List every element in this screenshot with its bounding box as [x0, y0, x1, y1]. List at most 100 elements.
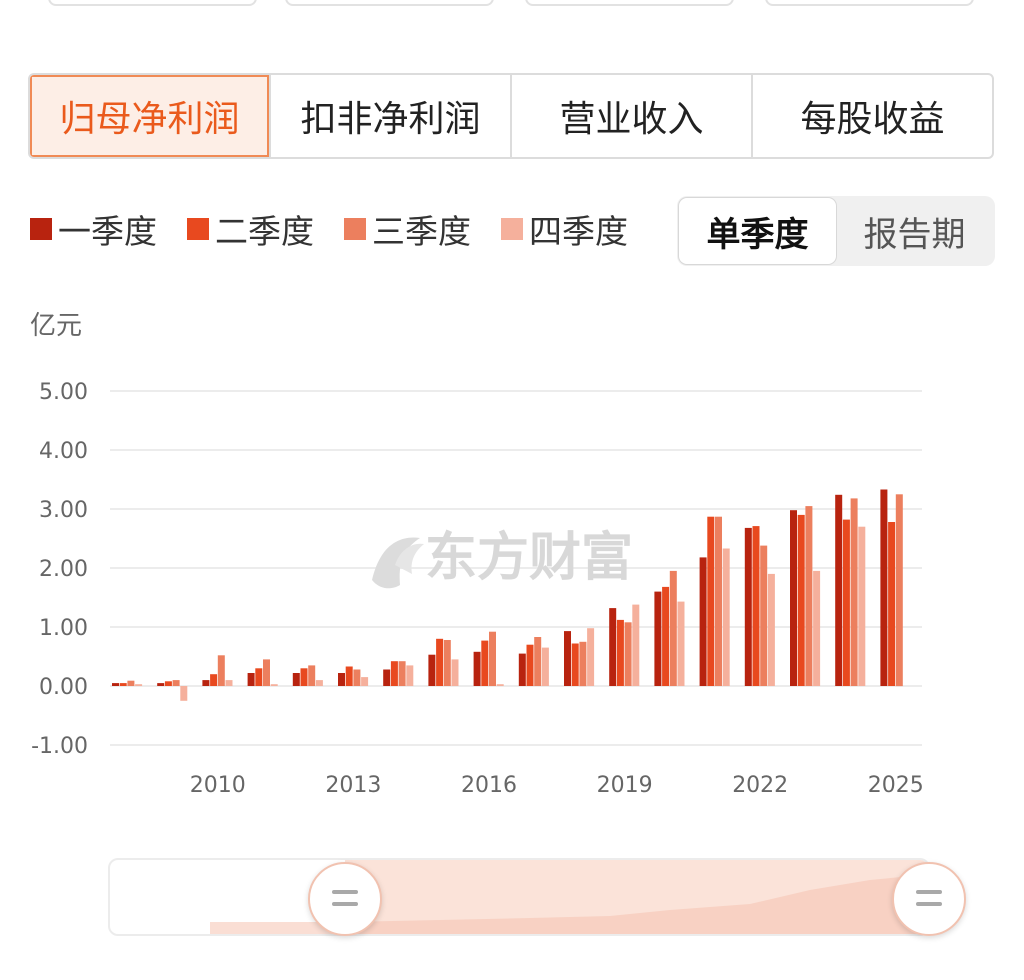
bar-q3[interactable]	[308, 665, 316, 686]
handle-grip-icon	[332, 890, 358, 894]
bar-q1[interactable]	[564, 631, 571, 686]
y-tick-label: 2.00	[39, 557, 88, 582]
bar-q1[interactable]	[790, 510, 797, 686]
bar-q4[interactable]	[406, 665, 414, 686]
legend-item-q3[interactable]: 三季度	[344, 205, 471, 253]
bar-q2[interactable]	[436, 638, 444, 686]
y-tick-label: 5.00	[39, 380, 88, 405]
x-tick-label: 2013	[325, 773, 381, 798]
range-slider[interactable]	[108, 858, 930, 936]
report-period-button[interactable]: 报告期	[863, 214, 966, 255]
bar-q2[interactable]	[888, 522, 896, 686]
bar-q2[interactable]	[707, 516, 715, 686]
bar-q4[interactable]	[225, 680, 233, 686]
bar-q4[interactable]	[315, 680, 323, 686]
bar-q1[interactable]	[157, 683, 165, 686]
bar-q3[interactable]	[443, 640, 451, 686]
y-tick-label: 4.00	[39, 439, 88, 464]
bar-q2[interactable]	[526, 644, 534, 686]
bar-q1[interactable]	[835, 494, 843, 686]
bar-q2[interactable]	[662, 586, 670, 686]
bar-q3[interactable]	[398, 661, 406, 686]
bar-q2[interactable]	[752, 526, 760, 686]
bar-q3[interactable]	[624, 622, 632, 686]
legend-item-q1[interactable]: 一季度	[30, 205, 157, 253]
bar-q2[interactable]	[571, 643, 579, 687]
legend-item-q4[interactable]: 四季度	[501, 205, 628, 253]
legend-label: 四季度	[529, 212, 628, 251]
bar-q3[interactable]	[172, 680, 180, 686]
y-tick-label: 1.00	[39, 616, 88, 641]
bar-q3[interactable]	[669, 570, 677, 686]
bar-q2[interactable]	[842, 519, 850, 686]
bar-q1[interactable]	[338, 673, 345, 686]
bar-q3[interactable]	[760, 545, 768, 686]
top-tab-stub	[525, 0, 734, 6]
bar-q1[interactable]	[699, 557, 707, 686]
bar-q3[interactable]	[850, 498, 858, 686]
y-tick-label: 0.00	[39, 675, 88, 700]
handle-grip-icon	[916, 902, 942, 906]
bar-q4[interactable]	[361, 677, 369, 686]
bar-q3[interactable]	[217, 655, 225, 686]
bar-q3[interactable]	[127, 680, 135, 686]
bar-q4[interactable]	[270, 684, 278, 686]
bar-q3[interactable]	[534, 637, 542, 686]
bar-q4[interactable]	[180, 686, 188, 701]
bar-q2[interactable]	[797, 514, 805, 686]
legend-item-q2[interactable]: 二季度	[187, 205, 314, 253]
bar-q3[interactable]	[715, 516, 722, 686]
bar-q4[interactable]	[722, 548, 730, 687]
range-start-handle[interactable]	[308, 862, 382, 936]
bar-q3[interactable]	[489, 631, 496, 686]
bar-q2[interactable]	[390, 661, 398, 686]
single-quarter-button[interactable]: 单季度	[679, 198, 836, 264]
bar-q3[interactable]	[579, 641, 587, 687]
tab-deducted-net-profit[interactable]: 扣非净利润	[269, 75, 510, 157]
bar-q1[interactable]	[880, 489, 888, 687]
x-tick-label: 2022	[732, 773, 788, 798]
bar-q4[interactable]	[587, 628, 595, 686]
bar-q2[interactable]	[164, 681, 172, 686]
bar-q2[interactable]	[255, 668, 263, 686]
bar-q1[interactable]	[609, 608, 617, 686]
bar-q4[interactable]	[632, 604, 640, 686]
range-end-handle[interactable]	[892, 862, 966, 936]
bar-q3[interactable]	[353, 669, 361, 687]
bar-q4[interactable]	[135, 684, 143, 686]
bar-q1[interactable]	[473, 651, 481, 686]
bar-q4[interactable]	[858, 526, 866, 686]
bar-q2[interactable]	[119, 683, 127, 686]
bar-q1[interactable]	[292, 673, 300, 686]
bar-q1[interactable]	[383, 669, 391, 687]
bar-q3[interactable]	[263, 659, 270, 686]
bar-q3[interactable]	[895, 494, 903, 687]
x-tick-label: 2025	[868, 773, 924, 798]
bar-series	[112, 489, 903, 701]
bar-q4[interactable]	[813, 570, 821, 686]
bar-q4[interactable]	[496, 684, 504, 686]
bar-q4[interactable]	[767, 573, 775, 686]
bar-q4[interactable]	[451, 659, 459, 686]
tab-eps[interactable]: 每股收益	[751, 75, 992, 157]
legend-swatch	[501, 218, 523, 240]
bar-q2[interactable]	[345, 666, 353, 687]
bar-q1[interactable]	[428, 654, 436, 686]
bar-q1[interactable]	[744, 527, 752, 686]
tab-revenue[interactable]: 营业收入	[510, 75, 751, 157]
bar-q1[interactable]	[202, 680, 210, 686]
bar-q1[interactable]	[518, 653, 526, 686]
bar-q4[interactable]	[677, 601, 685, 686]
bar-q2[interactable]	[210, 674, 218, 686]
bar-q1[interactable]	[654, 591, 662, 686]
bar-q1[interactable]	[247, 673, 255, 686]
tab-net-profit[interactable]: 归母净利润	[30, 75, 269, 157]
bar-q2[interactable]	[616, 619, 624, 686]
range-slider-preview	[210, 860, 928, 934]
bar-q4[interactable]	[541, 647, 549, 686]
bar-q1[interactable]	[112, 683, 119, 686]
bar-q2[interactable]	[481, 640, 489, 686]
bar-q3[interactable]	[805, 506, 813, 686]
bar-chart: 东方财富 5.004.003.002.001.000.00-1.00 2010 2…	[31, 380, 924, 798]
bar-q2[interactable]	[300, 668, 308, 686]
